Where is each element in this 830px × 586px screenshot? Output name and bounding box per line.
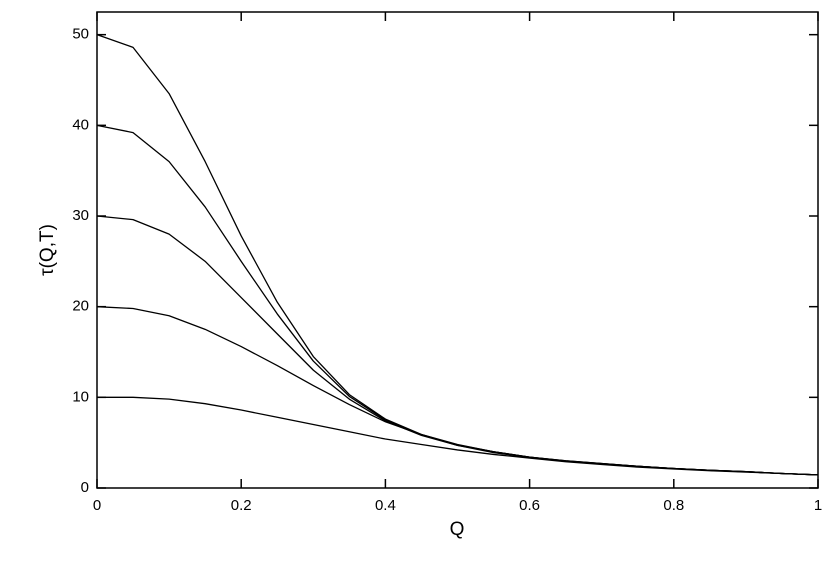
x-axis-label: Q bbox=[450, 519, 465, 540]
plot-frame bbox=[96, 11, 819, 489]
x-tick-label: 0.2 bbox=[231, 497, 252, 514]
y-tick-label: 10 bbox=[72, 388, 89, 405]
x-tick-label: 0.8 bbox=[663, 497, 684, 514]
y-tick-label: 20 bbox=[72, 298, 89, 315]
y-tick-label: 50 bbox=[72, 26, 89, 43]
y-axis-label: τ(Q,T) bbox=[37, 224, 58, 276]
x-tick-label: 1 bbox=[814, 497, 822, 514]
series-line bbox=[97, 396, 819, 476]
series-line bbox=[96, 34, 819, 476]
y-tick-label: 0 bbox=[81, 479, 89, 496]
x-tick-label: 0 bbox=[93, 497, 101, 514]
y-tick-label: 30 bbox=[72, 207, 89, 224]
x-tick-label: 0.6 bbox=[519, 497, 540, 514]
series-line bbox=[96, 215, 819, 476]
x-tick-label: 0.4 bbox=[375, 497, 396, 514]
series-line bbox=[96, 124, 819, 476]
y-tick-label: 40 bbox=[72, 116, 89, 133]
